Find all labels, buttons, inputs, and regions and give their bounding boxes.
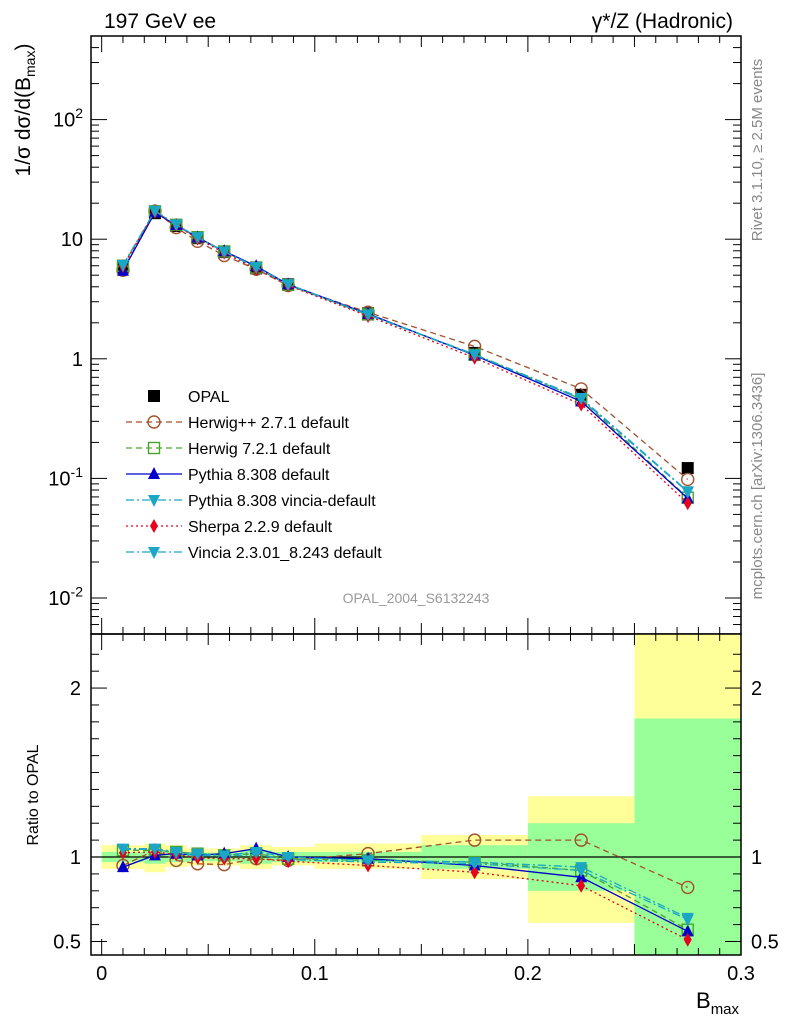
x-tick-label: 0.1: [301, 963, 329, 985]
legend-marker: [147, 415, 161, 429]
data-point: [218, 246, 231, 259]
uncertainty-bands: [101, 634, 741, 955]
legend-marker: [148, 495, 160, 507]
ratio-plot-panel: 0.5 0.5 1 1 2 2 Ratio to OPAL 0 0.1 0.2 0.3 Bmax: [25, 633, 779, 1018]
ratio-y-tick-label: 2: [70, 678, 81, 700]
data-point: [170, 219, 183, 232]
main-y-axis-label: 1/σ dσ/d(Bmax): [12, 44, 38, 177]
ratio-point: [577, 878, 586, 893]
ratio-point: [170, 846, 183, 859]
x-tick-label: 0: [96, 963, 107, 985]
ratio-series-5: [116, 843, 694, 925]
legend-marker: [150, 519, 158, 533]
main-plot-panel: 10-2 10-1 1 10 102 1/σ dσ/d(Bmax) OPAL_2004_S6…: [12, 35, 742, 635]
ratio-point: [468, 857, 481, 870]
ratio-y-axis-label: Ratio to OPAL: [25, 744, 42, 845]
ratio-line: [122, 851, 688, 941]
ratio-y-tick-label: 0.5: [53, 931, 81, 953]
ratio-point: [681, 912, 694, 925]
series-2: [116, 205, 694, 504]
ratio-point: [191, 848, 204, 861]
legend-marker: [147, 441, 161, 455]
series-0: [116, 207, 694, 475]
legend-label: OPAL: [188, 389, 230, 406]
x-axis-label: Bmax: [696, 988, 740, 1018]
ratio-point: [250, 846, 263, 859]
series-line: [122, 210, 689, 504]
data-point: [250, 262, 263, 275]
data-point: [468, 349, 481, 362]
ratio-point: [681, 880, 695, 895]
legend-label: Pythia 8.308 vincia-default: [188, 493, 376, 510]
y-tick-label: 1: [72, 349, 83, 371]
data-point: [681, 472, 695, 487]
ratio-point: [467, 833, 482, 847]
ratio-point: [218, 850, 231, 863]
legend-marker: [148, 547, 160, 559]
data-point: [362, 309, 375, 322]
y-tick-label: 102: [53, 105, 83, 131]
ratio-point: [116, 843, 129, 856]
ratio-point: [575, 862, 588, 875]
legend-label: Vincia 2.3.01_8.243 default: [188, 545, 382, 562]
ratio-y-tick-label-right: 1: [751, 847, 762, 869]
data-point: [683, 496, 692, 511]
y-tick-label: 10-1: [48, 464, 83, 490]
legend: OPAL Herwig++ 2.7.1 default Herwig 7.2.1 d…: [126, 389, 382, 562]
legend-label: Herwig++ 2.7.1 default: [188, 415, 350, 432]
series-5: [118, 204, 692, 511]
energy-label: 197 GeV ee: [104, 10, 216, 33]
ratio-y-tick-label-right: 0.5: [751, 931, 779, 953]
ratio-point: [574, 833, 588, 847]
data-point: [575, 393, 588, 406]
y-tick-label: 10: [61, 229, 83, 251]
y-tick-label: 10-2: [48, 584, 83, 610]
series-line: [122, 210, 689, 480]
ratio-series: [116, 833, 695, 947]
data-point: [681, 462, 694, 475]
ratio-point: [683, 932, 692, 947]
data-point: [148, 205, 161, 218]
rivet-version-label: Rivet 3.1.10, ≥ 2.5M events: [749, 59, 766, 242]
ratio-point: [148, 843, 161, 856]
legend-label: Herwig 7.2.1 default: [188, 441, 331, 458]
x-tick-label: 0.2: [514, 963, 542, 985]
ratio-line: [122, 839, 688, 888]
ratio-y-tick-label-right: 2: [751, 678, 762, 700]
process-label: γ*/Z (Hadronic): [592, 10, 733, 33]
legend-marker: [148, 390, 160, 402]
legend-label: Pythia 8.308 default: [188, 467, 330, 484]
data-point: [681, 486, 694, 499]
series-3: [116, 205, 694, 504]
series-6: [116, 205, 694, 499]
ratio-point: [116, 860, 129, 873]
ratio-point: [681, 924, 694, 937]
analysis-id-label: OPAL_2004_S6132243: [343, 590, 490, 606]
ratio-frame: [90, 633, 742, 956]
legend-label: Sherpa 2.2.9 default: [188, 519, 333, 536]
source-label: mcplots.cern.ch [arXiv:1306.3436]: [749, 373, 766, 600]
ratio-point: [362, 855, 375, 868]
legend-marker: [148, 467, 160, 479]
x-tick-label: 0.3: [727, 963, 755, 985]
data-point: [116, 259, 129, 272]
data-point: [282, 279, 295, 292]
ratio-y-tick-label: 1: [70, 847, 81, 869]
data-point: [191, 232, 204, 245]
ratio-point: [470, 865, 479, 880]
ratio-point: [282, 852, 295, 865]
